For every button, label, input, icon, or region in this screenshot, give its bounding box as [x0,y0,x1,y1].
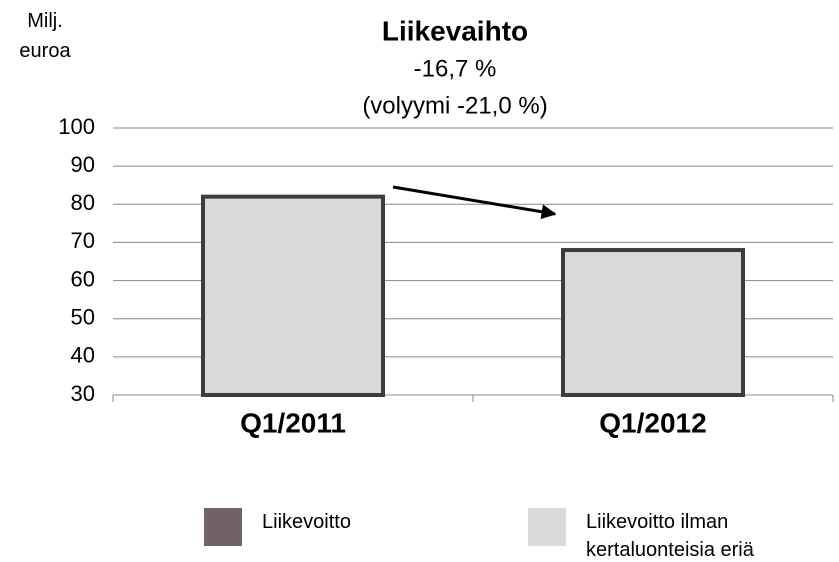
y-tick-label: 80 [71,190,95,215]
y-tick-label: 40 [71,343,95,368]
y-tick-label: 60 [71,266,95,291]
bar [561,248,745,397]
chart-subtitle: -16,7 % [414,55,497,82]
bar [201,194,385,397]
legend-swatch [528,508,566,546]
chart-title: Liikevaihto [382,15,528,46]
annotation: (volyymi -21,0 %) [362,92,547,119]
y-tick-label: 90 [71,152,95,177]
legend-label: Liikevoitto [262,511,351,533]
y-tick-label: 70 [71,228,95,253]
y-tick-label: 100 [58,114,95,139]
x-tick-label: Q1/2012 [599,407,706,438]
legend-label: Liikevoitto ilman kertaluonteisia eriä [586,511,754,561]
x-tick-label: Q1/2011 [240,407,346,438]
y-tick-label: 30 [71,381,95,406]
legend-swatch [204,508,242,546]
y-axis-label: Milj. euroa [19,10,71,62]
y-tick-label: 50 [71,305,95,330]
arrow [392,185,557,220]
